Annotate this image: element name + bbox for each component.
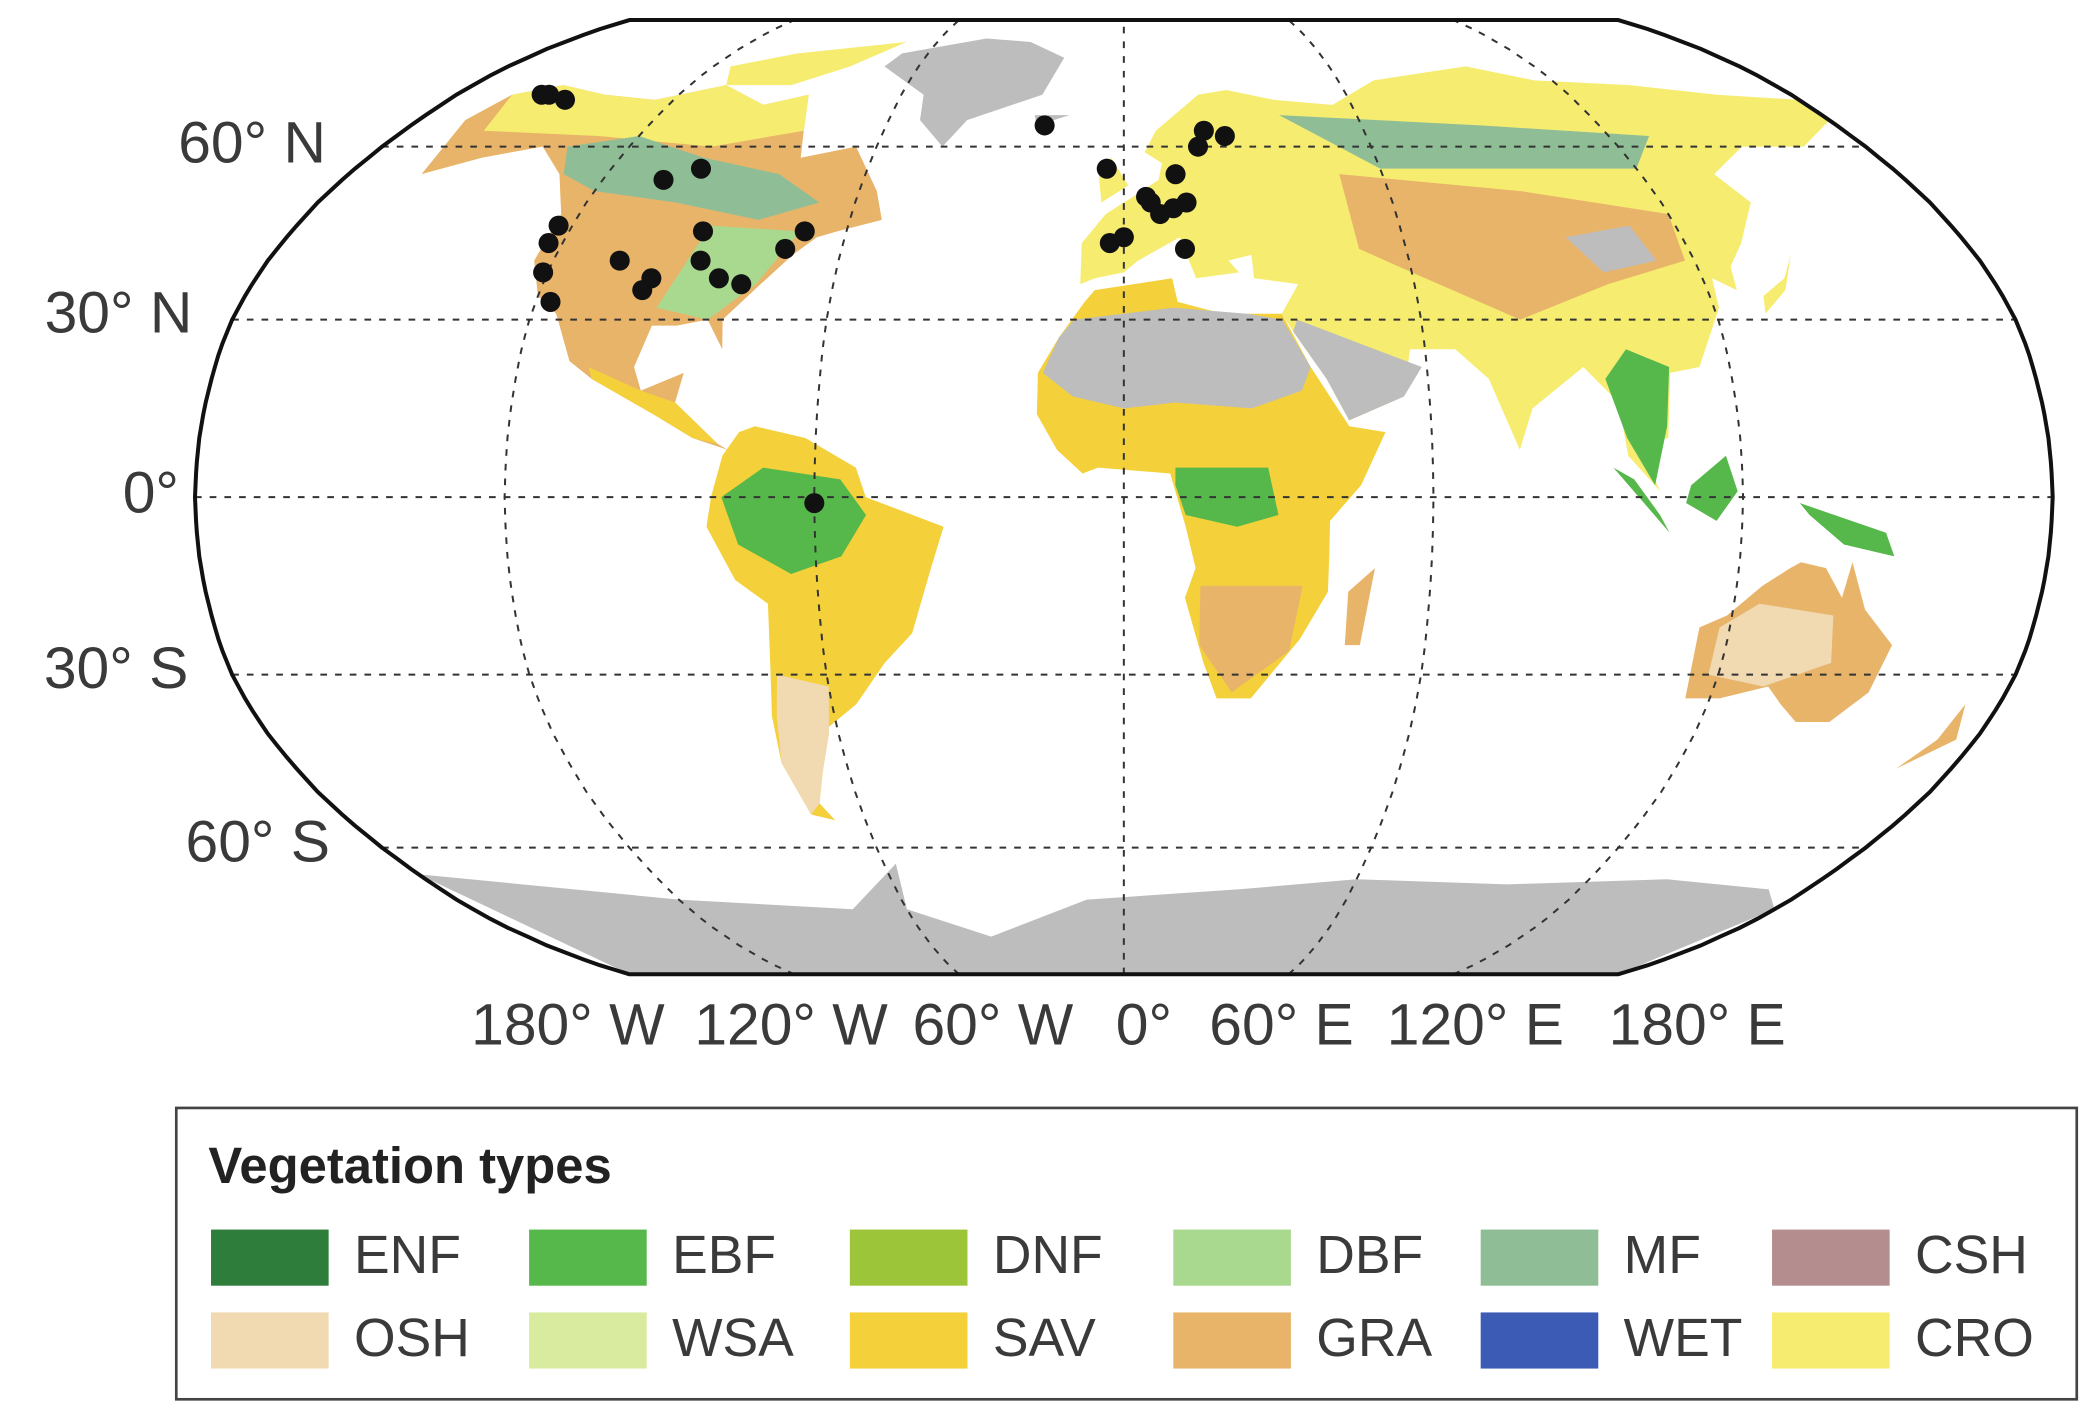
- site-dot: [692, 221, 714, 242]
- site-dot: [653, 169, 674, 190]
- longitude-label: 0°: [1116, 993, 1172, 1058]
- legend-swatch: [849, 1229, 968, 1286]
- land-shape: [418, 863, 1775, 975]
- land-shape: [656, 225, 801, 320]
- legend-label: CRO: [1915, 1309, 2034, 1368]
- land-shape: [1279, 115, 1650, 169]
- map-outline: [192, 18, 2055, 977]
- land-shape: [721, 467, 867, 575]
- site-dot: [1163, 198, 1184, 219]
- legend-label: SAV: [993, 1309, 1096, 1368]
- site-dot: [1174, 238, 1196, 259]
- meridian-line: [813, 19, 960, 976]
- site-dot: [1187, 136, 1209, 157]
- legend-swatch: [1173, 1312, 1291, 1369]
- land-shape: [1339, 174, 1686, 320]
- site-dot: [1193, 120, 1214, 141]
- land-shape: [1293, 319, 1422, 421]
- longitude-label: 60° W: [912, 993, 1073, 1058]
- longitude-label: 60° E: [1209, 993, 1353, 1058]
- site-dot: [690, 158, 712, 179]
- site-dot: [548, 215, 569, 236]
- meridian-line: [503, 19, 795, 976]
- graticule: [194, 19, 2053, 976]
- land-shape: [1042, 307, 1311, 409]
- site-dot: [731, 274, 752, 295]
- land-layer: [418, 38, 1966, 975]
- site-dot: [538, 233, 559, 254]
- site-dot: [794, 221, 815, 242]
- land-shape: [563, 136, 820, 220]
- site-dot: [1113, 227, 1134, 248]
- land-shape: [884, 38, 1065, 147]
- site-dot: [1214, 126, 1235, 147]
- legend-swatch: [211, 1229, 329, 1286]
- site-dot: [775, 238, 796, 259]
- land-shape: [1613, 467, 1670, 533]
- legend-swatch: [1772, 1312, 1890, 1369]
- legend-label: CSH: [1915, 1226, 2028, 1285]
- site-layer: [531, 84, 1235, 514]
- latitude-label: 30° N: [45, 280, 193, 345]
- legend-box: [174, 1106, 2079, 1401]
- land-shape: [1605, 349, 1670, 486]
- legend-label: WSA: [672, 1309, 794, 1368]
- site-dot: [554, 89, 576, 110]
- land-shape: [1895, 704, 1966, 769]
- legend-swatch: [529, 1312, 647, 1369]
- legend-label: DNF: [993, 1226, 1103, 1285]
- legend-swatch: [849, 1312, 968, 1369]
- land-shape: [776, 674, 830, 815]
- legend-label: ENF: [354, 1226, 461, 1285]
- land-shape: [1708, 603, 1834, 687]
- latitude-label: 30° S: [44, 636, 188, 701]
- site-dot: [1096, 158, 1117, 179]
- site-dot: [540, 291, 561, 312]
- legend-swatch: [1480, 1229, 1599, 1286]
- legend-label: DBF: [1316, 1226, 1423, 1285]
- site-dot: [539, 84, 560, 105]
- land-shape: [726, 41, 907, 86]
- site-dot: [804, 493, 825, 514]
- legend-label: GRA: [1316, 1309, 1432, 1368]
- land-shape: [1799, 503, 1895, 557]
- longitude-label: 120° E: [1387, 993, 1564, 1058]
- site-dot: [1165, 164, 1186, 185]
- land-shape: [1344, 568, 1375, 646]
- latitude-label: 60° S: [186, 810, 330, 875]
- latitude-label: 0°: [123, 461, 179, 526]
- land-shape: [1763, 254, 1791, 314]
- legend: ENF EBF DNF DBF MF CSH OSH WSA SAV GRA WET CRO: [211, 1226, 2034, 1369]
- legend-swatch: [529, 1229, 647, 1286]
- meridian-line: [1287, 19, 1435, 976]
- site-dot: [533, 262, 554, 283]
- site-dot: [690, 250, 711, 271]
- legend-label: MF: [1624, 1226, 1701, 1285]
- longitude-label: 120° W: [694, 993, 888, 1058]
- land-shape: [1686, 455, 1738, 521]
- meridian-line: [1452, 19, 1745, 976]
- site-dot: [609, 250, 630, 271]
- site-dot: [1034, 115, 1055, 136]
- land-shape: [588, 366, 718, 444]
- site-dot: [632, 280, 653, 301]
- land-shape: [1565, 225, 1657, 273]
- axis-labels: 60° N 30° N 0° 30° S 60° S 180° W 120° W 60° W 0…: [44, 111, 1786, 1058]
- longitude-label: 180° W: [471, 993, 665, 1058]
- longitude-label: 180° E: [1609, 993, 1786, 1058]
- legend-label: EBF: [672, 1226, 776, 1285]
- legend-label: OSH: [354, 1309, 470, 1368]
- site-dot: [708, 268, 729, 289]
- land-shape: [1199, 585, 1303, 693]
- legend-title: Vegetation types: [208, 1137, 611, 1194]
- legend-label: WET: [1624, 1309, 1743, 1368]
- legend-swatch: [1173, 1229, 1291, 1286]
- latitude-label: 60° N: [178, 111, 326, 176]
- legend-swatch: [211, 1312, 329, 1369]
- legend-swatch: [1480, 1312, 1599, 1369]
- legend-swatch: [1772, 1229, 1890, 1286]
